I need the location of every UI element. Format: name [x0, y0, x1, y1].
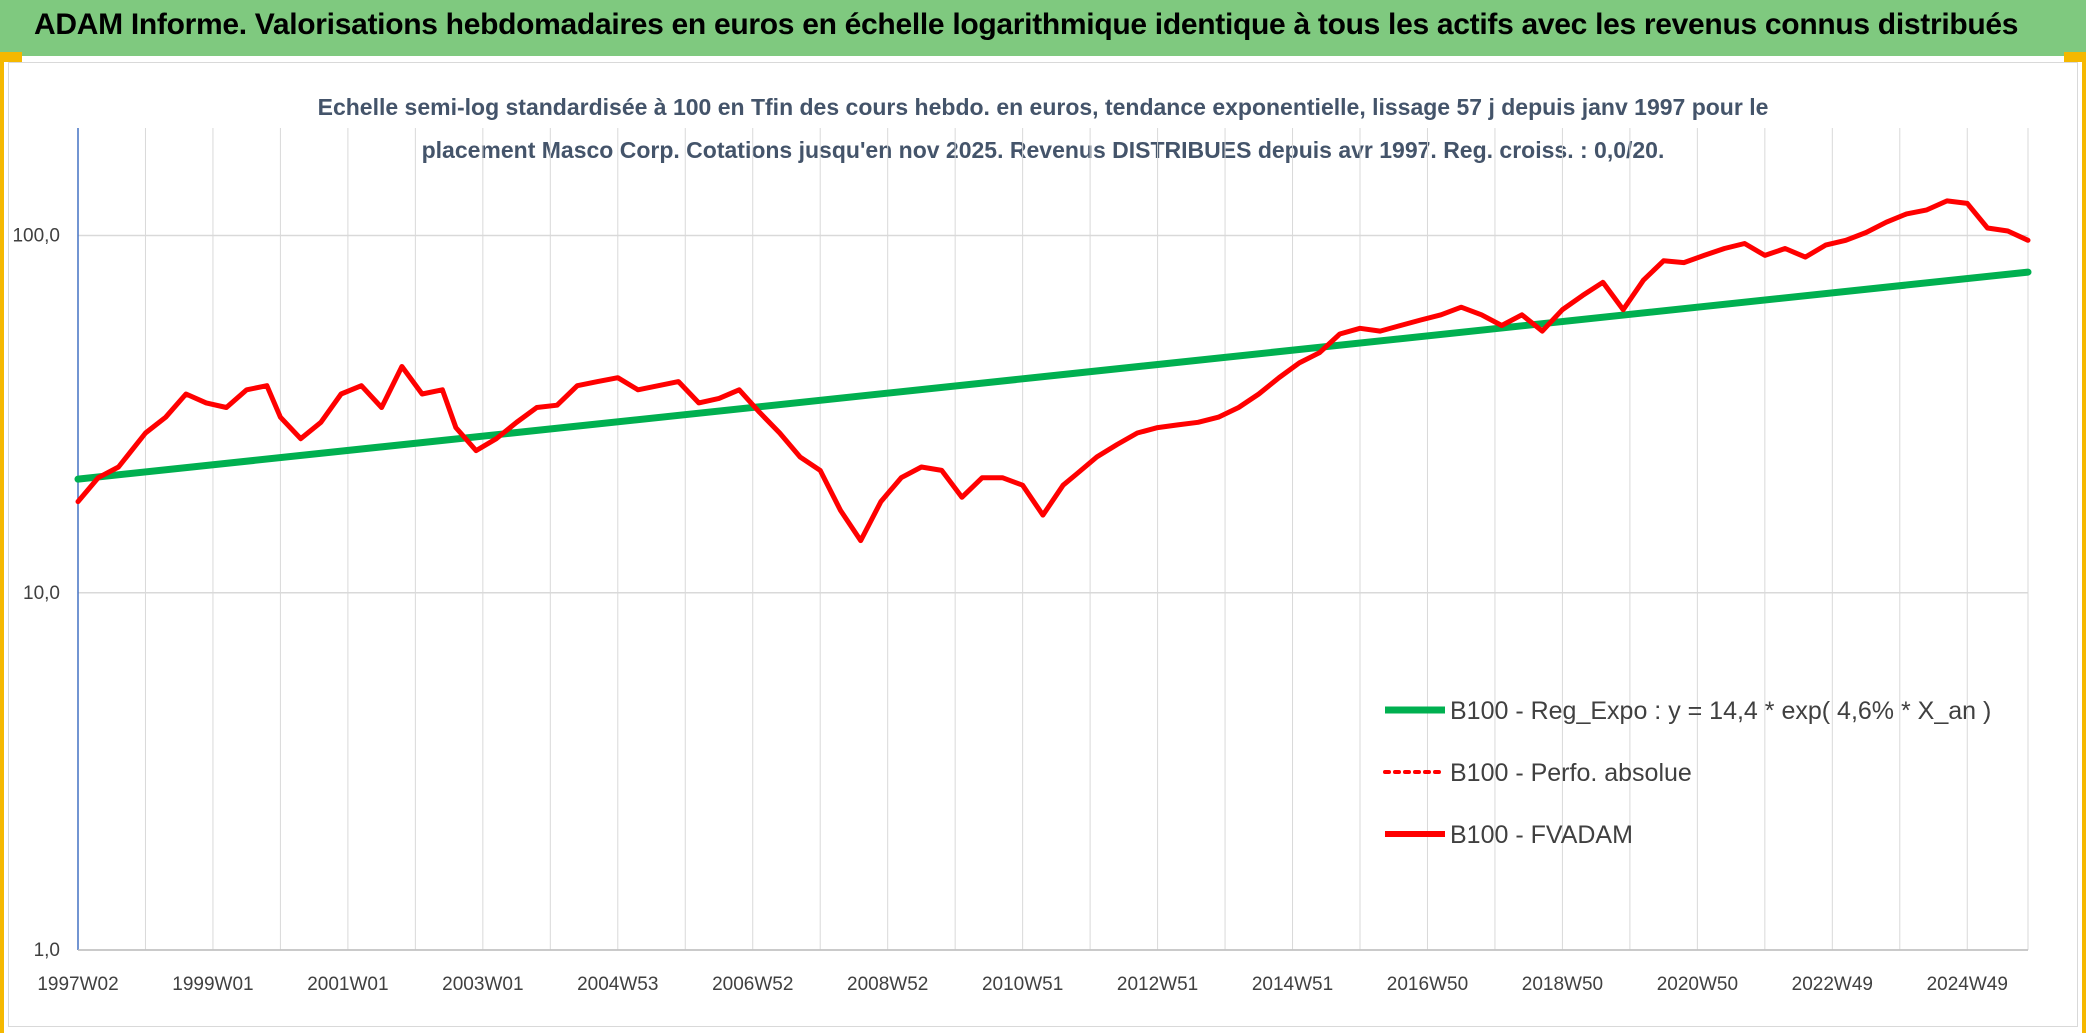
page-title: ADAM Informe. Valorisations hebdomadaire…	[34, 8, 2019, 41]
x-tick-label: 2016W50	[1387, 974, 1468, 995]
title-banner: ADAM Informe. Valorisations hebdomadaire…	[0, 0, 2086, 56]
chart-subtitle-line1: Echelle semi-log standardisée à 100 en T…	[318, 94, 1769, 120]
y-tick-label: 1,0	[34, 940, 60, 961]
plot-area	[74, 198, 2032, 544]
x-tick-label: 1999W01	[172, 974, 253, 995]
legend-label: B100 - Reg_Expo : y = 14,4 * exp( 4,6% *…	[1450, 697, 1991, 725]
side-accent-right	[2082, 56, 2086, 1033]
grid	[77, 128, 2029, 951]
x-tick-label: 2014W51	[1252, 974, 1333, 995]
x-tick-label: 2006W52	[712, 974, 793, 995]
x-tick-label: 2008W52	[847, 974, 928, 995]
chart-subtitle-line2: placement Masco Corp. Cotations jusqu'en…	[422, 137, 1665, 163]
x-tick-label: 2003W01	[442, 974, 523, 995]
x-tick-label: 2018W50	[1522, 974, 1603, 995]
y-tick-label: 10,0	[23, 583, 60, 604]
legend: B100 - Reg_Expo : y = 14,4 * exp( 4,6% *…	[1383, 697, 1991, 849]
x-tick-label: 2004W53	[577, 974, 658, 995]
legend-label: B100 - FVADAM	[1450, 821, 1633, 849]
x-tick-label: 2022W49	[1792, 974, 1873, 995]
axes: 1,0 10,0 100,0 1997W02 1999W01 2001W01 2003W01…	[12, 128, 2028, 995]
side-accent-left	[0, 56, 4, 1033]
trend-line	[74, 268, 2032, 483]
legend-label: B100 - Perfo. absolue	[1450, 759, 1692, 787]
x-tick-label: 1997W02	[37, 974, 118, 995]
corner-accent-left	[0, 52, 22, 62]
x-tick-label: 2012W51	[1117, 974, 1198, 995]
x-tick-label: 2020W50	[1657, 974, 1738, 995]
chart-frame	[8, 62, 2078, 1027]
x-tick-label: 2024W49	[1927, 974, 2008, 995]
x-tick-label: 2010W51	[982, 974, 1063, 995]
fvadam-line	[75, 198, 2031, 544]
corner-accent-right	[2064, 52, 2086, 62]
x-tick-label: 2001W01	[307, 974, 388, 995]
y-tick-label: 100,0	[12, 226, 60, 247]
